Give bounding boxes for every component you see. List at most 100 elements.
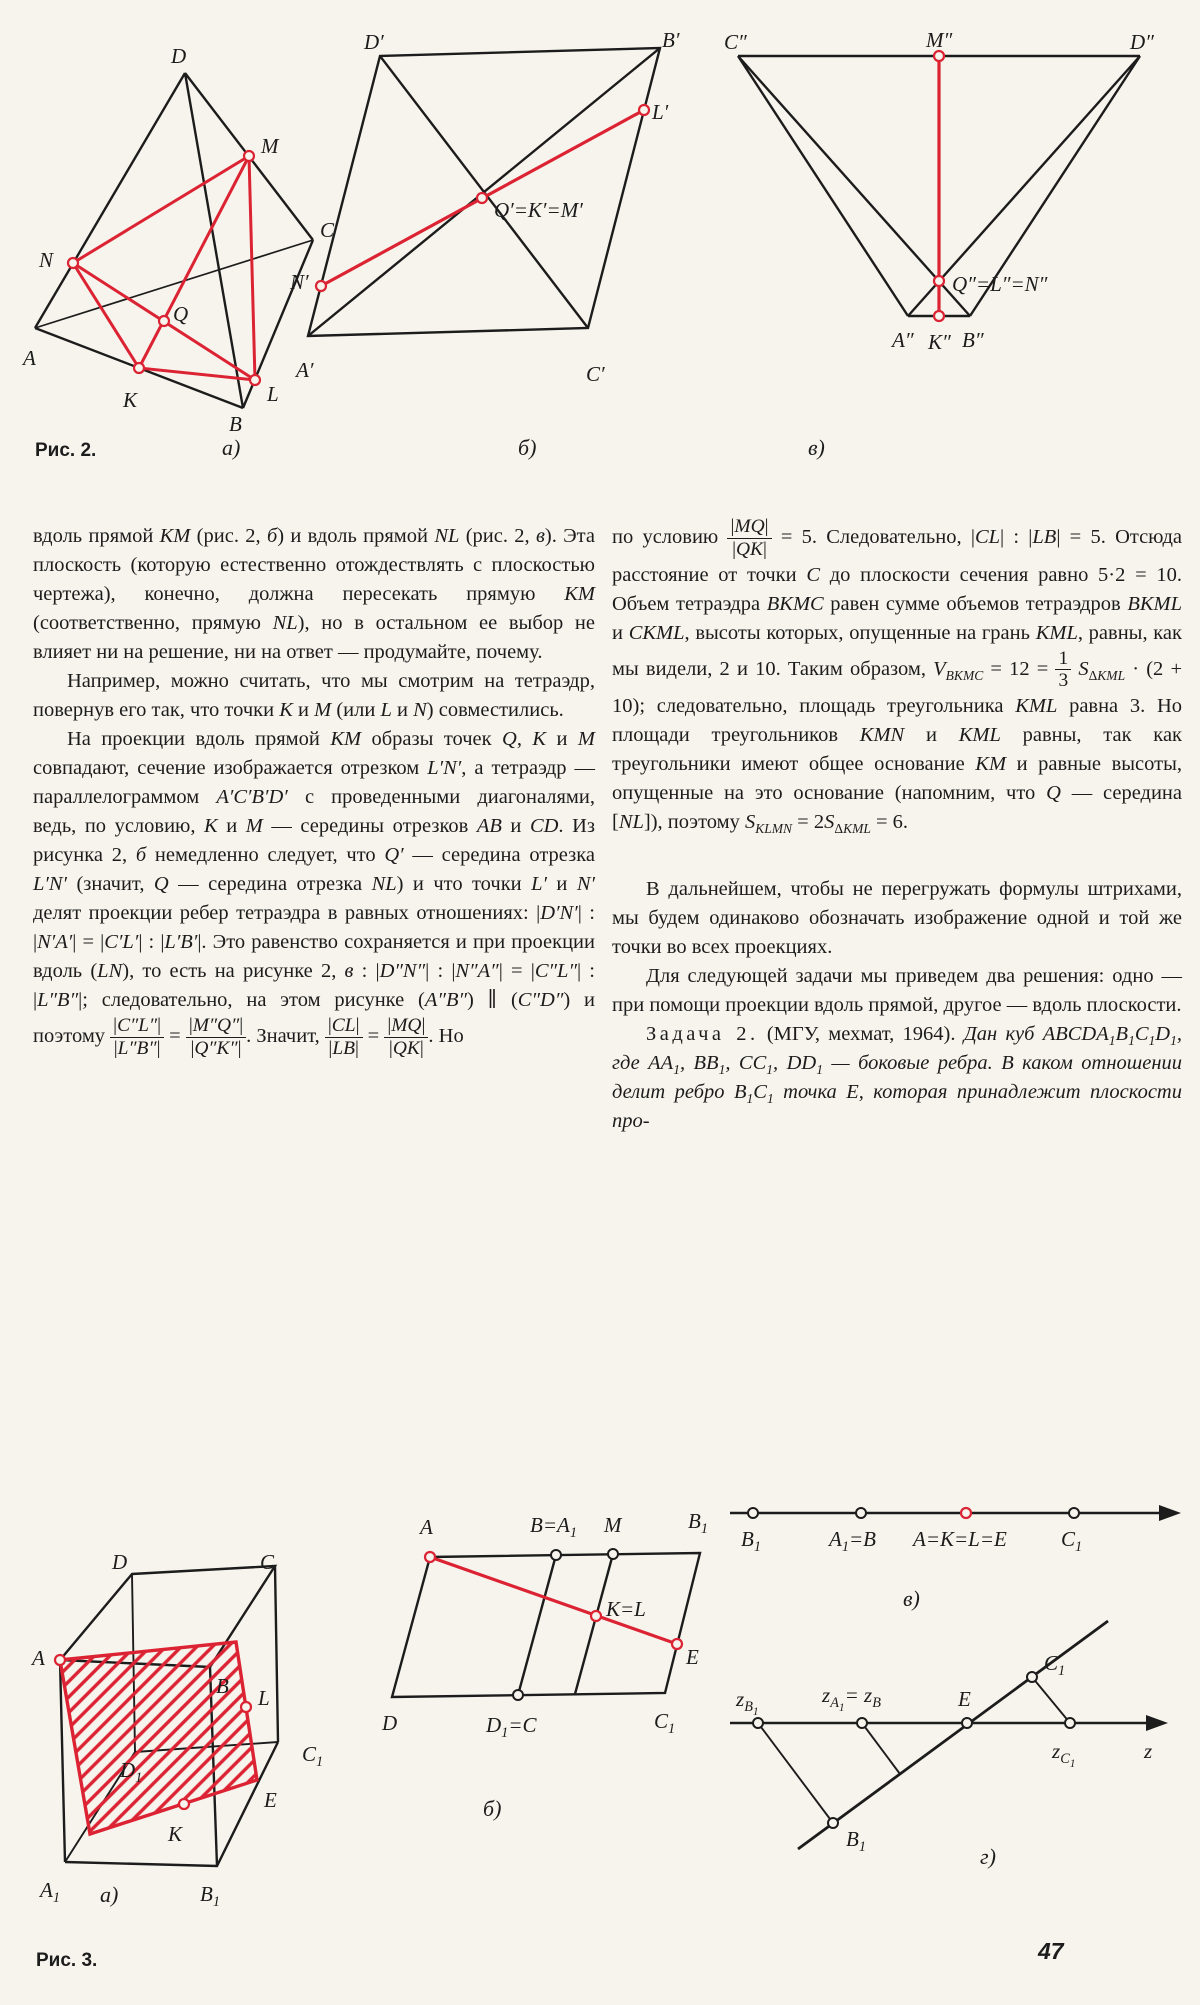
point-label-A: A (420, 1515, 433, 1539)
point-label-B: B (216, 1674, 229, 1698)
figure-3-caption: Рис. 3. (36, 1950, 98, 1971)
point-label-L: L (267, 382, 279, 406)
paragraph: Например, можно считать, что мы смотрим … (33, 670, 595, 721)
point-markers (932, 49, 946, 323)
point-markers (66, 149, 262, 387)
figure-2-caption: Рис. 2. (35, 440, 97, 461)
figure-2b-subcaption: б) (518, 435, 537, 460)
figure-3a-cube: D C A B L D1 C1 K E A1 B1 (20, 1552, 330, 1930)
paragraph-problem-statement: Задача 2. (МГУ, мехмат, 1964). Дан куб A… (612, 1023, 1182, 1133)
point-label-QLN: Q″=L″=N″ (952, 272, 1048, 296)
point-label-C: C (320, 218, 335, 242)
point-label-D-dblprime: D″ (1130, 30, 1154, 54)
point-label-C1: C1 (1061, 1527, 1083, 1556)
coord-label-zC1: zC1 (1052, 1739, 1076, 1771)
point-label-B1: B1 (741, 1527, 761, 1556)
figure-3a-subcaption: а) (100, 1882, 119, 1907)
figure-2a-subcaption: а) (222, 435, 241, 460)
point-label-QKM: Q′=K′=M′ (494, 198, 583, 222)
point-label-B-prime: B′ (662, 28, 680, 52)
tetrahedron-edges (33, 72, 315, 410)
projection-segments (757, 1676, 1071, 1824)
arrowhead (1159, 1505, 1181, 1521)
tetrahedron-diagram (33, 72, 315, 410)
point-label-C1: C1 (654, 1709, 676, 1738)
point-markers (53, 1653, 253, 1811)
point-label-C: C (260, 1550, 275, 1574)
paragraph: по условию |MQ| |QK| = 5. Следовательно, … (612, 516, 1183, 837)
coord-label-zB1: zB1 (736, 1687, 759, 1719)
figure-3g-subcaption: г) (980, 1844, 996, 1869)
paragraph: Для следующей задачи мы приведем два реш… (612, 965, 1182, 1017)
point-markers (752, 1671, 1076, 1829)
black-point-markers (747, 1507, 1080, 1519)
z-axis-diagram (730, 1619, 1168, 1851)
point-label-M-dblprime: M″ (926, 28, 953, 52)
point-label-L: L (258, 1686, 270, 1710)
point-markers (314, 103, 651, 293)
point-label-B: B (229, 412, 242, 436)
figure-2a-tetrahedron: D M C N A Q K L B (15, 18, 335, 436)
red-hatched-section (58, 1640, 259, 1837)
point-label-L-prime: L′ (652, 100, 669, 124)
right-column: по условию |MQ| |QK| = 5. Следовательно, … (612, 516, 1182, 1136)
point-label-K: K (168, 1822, 183, 1846)
point-label-D-prime: D′ (364, 30, 384, 54)
paragraph: вдоль прямой KM (рис. 2, б) и вдоль прям… (33, 525, 596, 663)
point-label-E: E (958, 1687, 971, 1711)
point-label-A1B: A1=B (829, 1527, 876, 1556)
point-label-Q: Q (173, 302, 189, 326)
point-label-A: A (32, 1646, 45, 1670)
figure-3b-projection: A B=A1 M B1 K=L E D D1=C C1 (360, 1495, 730, 1785)
point-label-N-prime: N′ (290, 270, 309, 294)
black-point-markers (512, 1548, 619, 1701)
point-label-B1: B1 (846, 1827, 866, 1856)
diagonal-line (797, 1619, 1109, 1851)
point-label-A-prime: A′ (296, 358, 314, 382)
number-line-diagram (730, 1505, 1181, 1521)
point-label-C-prime: C′ (586, 362, 605, 386)
cube-diagram (53, 1564, 280, 1868)
figure-2v-subcaption: в) (808, 435, 825, 460)
paragraph: В дальнейшем, чтобы не перегружать форму… (612, 878, 1182, 959)
axis-label-z: z (1144, 1739, 1153, 1763)
red-point-markers (423, 1550, 684, 1651)
figure-3b-subcaption: б) (483, 1796, 502, 1821)
point-label-D: D (112, 1550, 128, 1574)
point-label-B1: B1 (200, 1882, 220, 1911)
parallelogram-edges (306, 46, 662, 338)
coord-label-zA1-zB: zA1= zB (822, 1683, 881, 1715)
paragraph: На проекции вдоль прямой KM образы точек… (33, 728, 595, 1059)
point-label-BA1: B=A1 (530, 1513, 577, 1542)
point-label-C1: C1 (1044, 1651, 1066, 1680)
point-label-C1: C1 (302, 1742, 324, 1771)
point-label-C-dblprime: C″ (724, 30, 747, 54)
page-number: 47 (1038, 1938, 1064, 1964)
point-label-D: D (382, 1711, 398, 1735)
point-label-A1: A1 (40, 1878, 60, 1907)
figure-3v-number-line: B1 A1=B A=K=L=E C1 (715, 1455, 1195, 1565)
point-label-M: M (261, 134, 279, 158)
point-label-A: A (23, 346, 36, 370)
red-point-marker (959, 1506, 973, 1520)
point-label-E: E (686, 1645, 699, 1669)
figure-2b-projection: D′ B′ L′ N′ A′ C′ Q′=K′=M′ (288, 18, 688, 388)
point-label-D: D (171, 44, 187, 68)
point-label-B-dblprime: B″ (962, 328, 984, 352)
point-label-M: M (604, 1513, 622, 1537)
point-label-B1: B1 (688, 1509, 708, 1538)
figure-3g-z-axis: zB1 zA1= zB E zC1 z B1 C1 (700, 1615, 1195, 1905)
point-label-D1: D1 (120, 1758, 143, 1787)
red-section-line (429, 1555, 678, 1646)
v-projection-diagram (736, 49, 1142, 323)
arrowhead (1146, 1715, 1168, 1731)
parallelogram-diagram (306, 46, 662, 338)
point-label-K: K (123, 388, 138, 412)
left-column: вдоль прямой KM (рис. 2, б) и вдоль прям… (33, 522, 595, 1060)
point-label-AKLE: A=K=L=E (913, 1527, 1007, 1551)
point-label-N: N (39, 248, 54, 272)
point-label-A-dblprime: A″ (892, 328, 914, 352)
figure-3v-subcaption: в) (903, 1586, 920, 1611)
red-section-klmn (70, 153, 257, 382)
